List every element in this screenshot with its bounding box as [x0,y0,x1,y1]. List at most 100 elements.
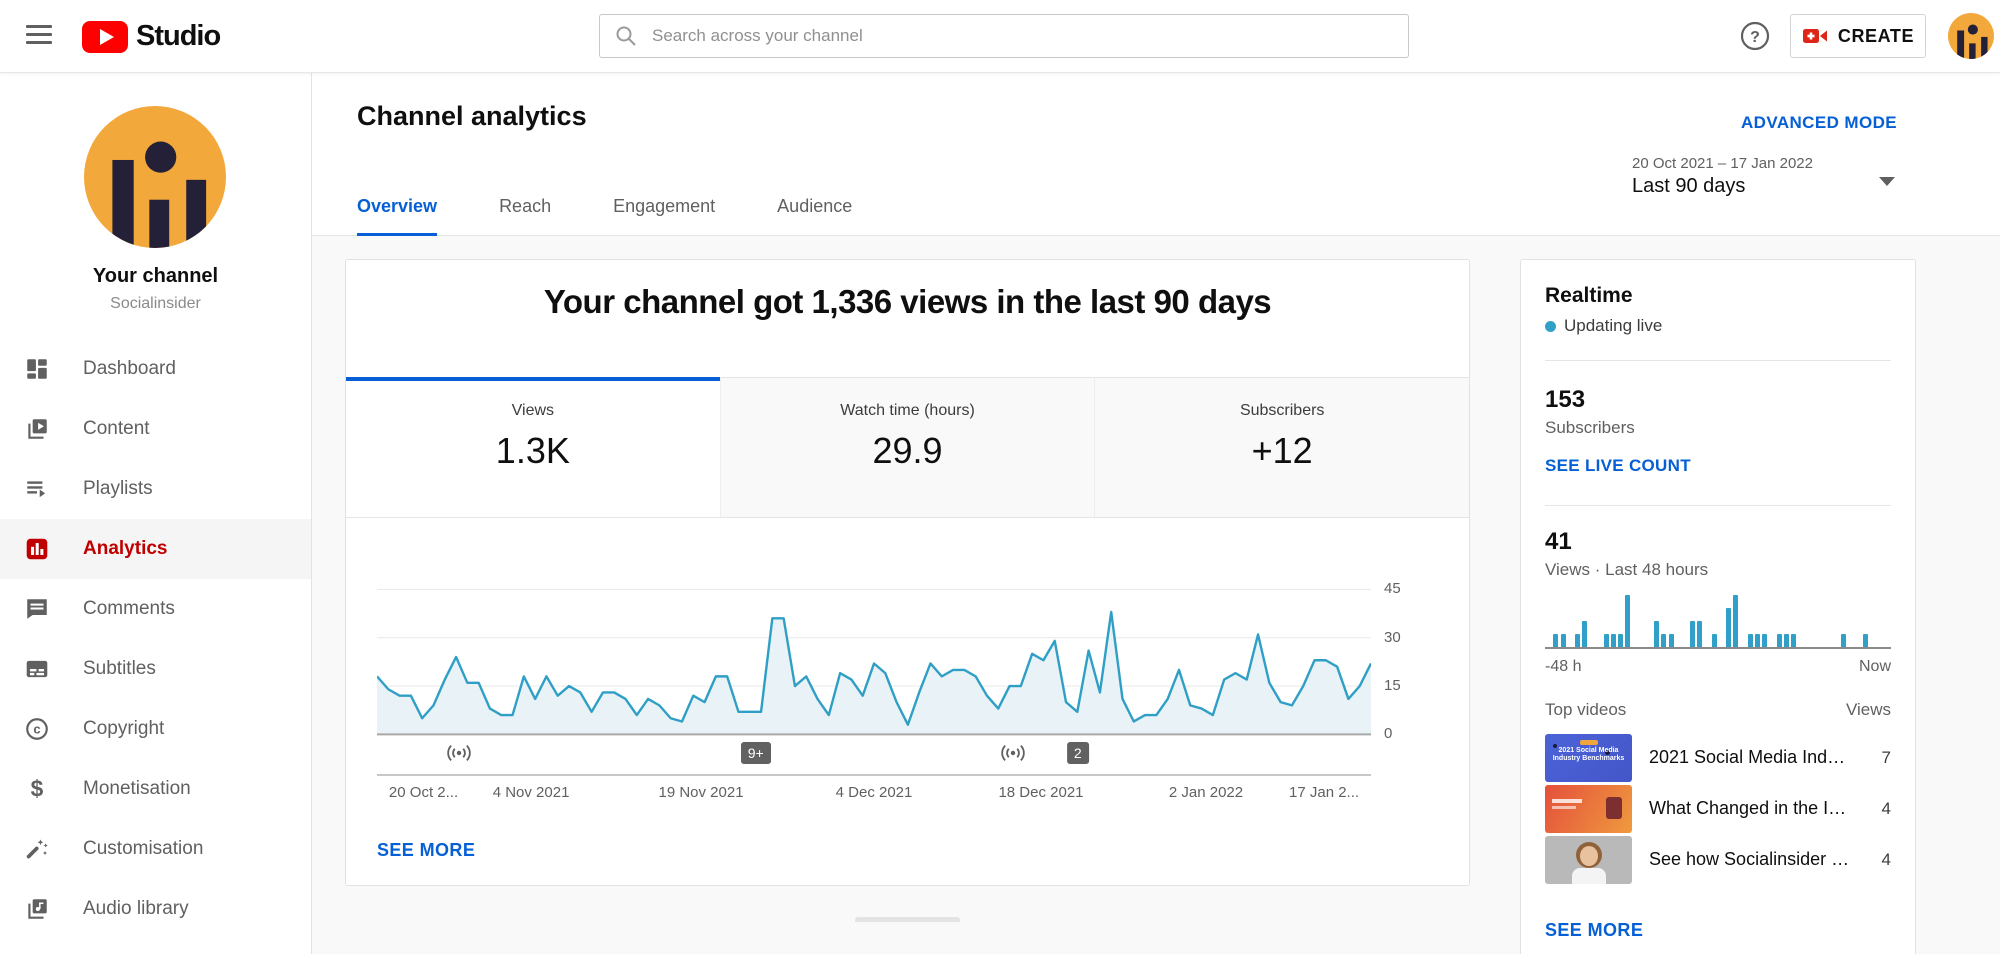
sidebar-item-label: Playlists [83,478,153,499]
marker-badge-label[interactable]: 9+ [740,742,771,764]
page-title: Channel analytics [357,101,587,131]
sidebar-item-subtitles[interactable]: Subtitles [0,639,311,699]
sidebar-item-dashboard[interactable]: Dashboard [0,339,311,399]
top-video-row[interactable]: See how Socialinsider works i... 4 [1545,834,1891,885]
sidebar-item-analytics[interactable]: Analytics [0,519,311,579]
realtime-bar [1553,634,1559,647]
dashboard-icon [24,356,50,382]
sidebar-item-playlists[interactable]: Playlists [0,459,311,519]
marker-badge-label[interactable]: 2 [1066,742,1089,764]
svg-text:?: ? [1750,29,1760,46]
views-line-chart [377,579,1371,743]
chevron-down-icon [1879,177,1895,186]
realtime-bar [1754,634,1760,647]
realtime-bar [1661,634,1667,647]
y-tick-label: 30 [1384,628,1401,646]
top-bar: Studio ? CREATE [0,0,2000,73]
realtime-bar [1863,634,1869,647]
metric-card-watch-time-hours[interactable]: Watch time (hours) 29.9 [719,377,1095,517]
marker-badge[interactable]: 2 [1066,742,1089,764]
x-tick-label: 4 Dec 2021 [835,784,913,801]
create-button[interactable]: CREATE [1790,14,1926,58]
video-title: What Changed in the Instagra... [1649,798,1850,818]
realtime-bar [1582,621,1588,647]
date-range-selector[interactable]: 20 Oct 2021 – 17 Jan 2022 Last 90 days [1632,155,1895,198]
tab-audience[interactable]: Audience [777,196,853,216]
top-videos-list: 2021 Social Media Industry Benchmarks 20… [1545,732,1891,885]
top-videos-label: Top videos [1545,700,1627,719]
sidebar-item-audio-library[interactable]: Audio library [0,879,311,939]
see-more-link[interactable]: SEE MORE [377,840,476,860]
views-column-label: Views [1845,700,1891,719]
marker-badge[interactable]: 9+ [740,742,771,764]
search-input[interactable] [652,26,1394,46]
sidebar-item-label: Subtitles [83,658,156,679]
comments-icon [24,596,50,622]
tab-overview[interactable]: Overview [357,196,438,236]
channel-handle: Socialinsider [110,295,201,312]
sidebar-item-label: Analytics [83,538,168,559]
realtime-bar [1603,634,1609,647]
see-live-count-link[interactable]: SEE LIVE COUNT [1545,456,1691,475]
realtime-bar [1726,608,1732,647]
youtube-studio-logo[interactable]: Studio [82,20,221,53]
views-48h-count: 41 [1545,528,1572,555]
chart-x-axis-line [377,774,1371,776]
subscribers-count: 153 [1545,386,1586,413]
y-tick-label: 15 [1384,677,1401,695]
realtime-card: Realtime Updating live 153 Subscribers S… [1520,259,1916,954]
metric-value: 1.3K [495,430,570,471]
metric-label: Views [511,402,555,419]
x-tick-label: 18 Dec 2021 [998,784,1084,801]
metric-card-subscribers[interactable]: Subscribers +12 [1094,377,1470,517]
metric-tabs: Views 1.3K Watch time (hours) 29.9 Subscri… [346,377,1470,518]
sidebar-item-comments[interactable]: Comments [0,579,311,639]
realtime-bar [1697,621,1703,647]
audio-library-icon [24,896,50,922]
realtime-bar [1747,634,1753,647]
hamburger-menu-icon[interactable] [26,25,52,47]
youtube-play-icon [82,20,128,53]
views-headline: Your channel got 1,336 views in the last… [543,283,1272,320]
tab-reach[interactable]: Reach [499,196,552,216]
advanced-mode-link[interactable]: ADVANCED MODE [1740,113,1897,132]
realtime-bar [1711,634,1717,647]
sidebar-item-label: Audio library [83,898,189,919]
realtime-bar [1610,634,1616,647]
sidebar: Your channel Socialinsider Dashboard Con… [0,73,312,954]
sidebar-item-customisation[interactable]: Customisation [0,819,311,879]
live-stream-marker-icon[interactable] [444,742,474,769]
sidebar-item-monetisation[interactable]: $ Monetisation [0,759,311,819]
axis-now-label: Now [1858,658,1891,675]
realtime-title: Realtime [1545,284,1633,307]
analytics-icon [24,536,50,562]
realtime-bar [1733,595,1739,647]
help-icon[interactable]: ? [1740,21,1770,51]
x-tick-label: 20 Oct 2... [388,784,459,801]
next-card-peek [855,917,960,922]
top-video-row[interactable]: What Changed in the Instagra... 4 [1545,783,1891,834]
video-title: 2021 Social Media Industry B... [1649,747,1850,767]
metric-card-views[interactable]: Views 1.3K [346,377,720,517]
studio-wordmark: Studio [136,20,221,52]
subtitles-icon [24,656,50,682]
realtime-bar [1762,634,1768,647]
updating-live-label: Updating live [1564,316,1663,335]
live-stream-marker-icon[interactable] [998,742,1028,769]
top-video-row[interactable]: 2021 Social Media Industry Benchmarks 20… [1545,732,1891,783]
realtime-see-more-link[interactable]: SEE MORE [1545,920,1644,940]
divider [1545,505,1891,506]
video-thumbnail [1545,835,1632,884]
channel-avatar[interactable] [84,106,226,248]
search-icon [616,26,636,46]
video-views-count: 7 [1881,747,1891,767]
create-video-icon [1802,29,1827,43]
sidebar-item-content[interactable]: Content [0,399,311,459]
sidebar-item-copyright[interactable]: c Copyright [0,699,311,759]
metric-value: 29.9 [872,430,943,471]
chart-x-axis: 20 Oct 2... 4 Nov 2021 19 Nov 2021 4 Dec 20… [377,784,1371,806]
sidebar-menu: Dashboard Content Playlists Analytics Co… [0,339,311,939]
tab-engagement[interactable]: Engagement [613,196,716,216]
views-48h-label: Views · Last 48 hours [1545,560,1709,579]
account-avatar[interactable] [1948,13,1994,59]
